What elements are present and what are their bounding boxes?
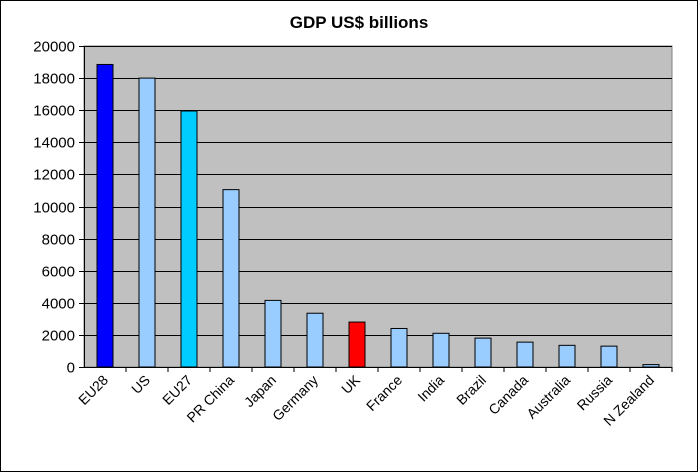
bar-pr-china <box>222 189 240 368</box>
x-tick-label: Germany <box>269 372 321 424</box>
y-tick-label: 18000 <box>33 71 75 88</box>
x-tick-label: Australia <box>523 372 573 422</box>
x-tick-label: France <box>363 372 405 414</box>
bar-us <box>138 77 156 368</box>
bar-brazil <box>474 337 492 368</box>
bar-canada <box>516 341 534 368</box>
y-tick-label: 0 <box>67 360 75 377</box>
y-tick-label: 2000 <box>42 328 75 345</box>
bar-uk <box>348 321 366 368</box>
y-tick-label: 12000 <box>33 167 75 184</box>
bar-france <box>390 327 408 368</box>
x-tick-label: Brazil <box>453 372 489 408</box>
bar-germany <box>306 312 324 368</box>
bar-japan <box>264 299 282 368</box>
x-tick-label: Japan <box>241 372 279 410</box>
y-tick-label: 10000 <box>33 200 75 217</box>
bar-eu28 <box>96 63 114 368</box>
y-tick-label: 8000 <box>42 232 75 249</box>
x-tick-label: Russia <box>574 372 616 414</box>
x-tick-label: India <box>414 372 447 405</box>
bar-eu27 <box>180 110 198 368</box>
x-tick-label: EU27 <box>159 372 195 408</box>
y-axis: 0 2000 4000 6000 8000 10000 12000 14000 16000 180… <box>33 39 85 377</box>
y-tick-label: 20000 <box>33 39 75 56</box>
bars <box>96 63 660 368</box>
chart-title: GDP US$ billions <box>290 13 429 32</box>
y-tick-label: 4000 <box>42 296 75 313</box>
plot-area <box>83 45 673 368</box>
bar-russia <box>600 345 618 368</box>
bar-n-zealand <box>642 364 660 368</box>
y-tick-label: 16000 <box>33 103 75 120</box>
y-tick-label: 14000 <box>33 135 75 152</box>
bar-india <box>432 332 450 368</box>
bar-australia <box>558 344 576 368</box>
x-tick-label: US <box>128 372 153 397</box>
x-tick-label: UK <box>338 371 364 397</box>
y-tick-label: 6000 <box>42 264 75 281</box>
x-tick-label: EU28 <box>75 372 111 408</box>
